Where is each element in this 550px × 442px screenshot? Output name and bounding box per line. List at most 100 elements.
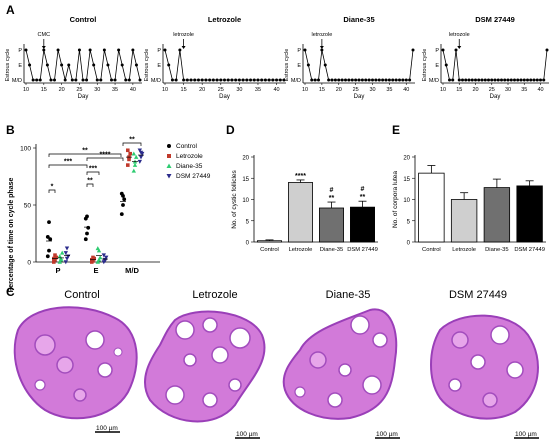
annotation-arrowhead <box>457 46 462 49</box>
data-point <box>374 78 378 82</box>
significance-bracket <box>48 189 56 193</box>
data-point <box>31 78 35 82</box>
significance-label: ** <box>87 178 93 185</box>
data-point <box>477 78 481 82</box>
data-point <box>83 237 88 242</box>
y-tick-label: M/D <box>151 78 161 84</box>
annotation-label: CMC <box>38 32 51 38</box>
y-tick-label: E <box>18 63 22 69</box>
data-point <box>526 78 529 82</box>
data-point <box>404 78 408 82</box>
y-axis-label: Percentage of time on cycle phase <box>8 178 15 293</box>
data-point <box>38 78 42 82</box>
x-tick-label: 35 <box>386 87 392 93</box>
significance-label: *** <box>89 166 97 173</box>
legend-marker <box>166 174 172 179</box>
data-point <box>461 78 464 82</box>
data-point <box>96 248 102 253</box>
data-point <box>47 248 51 253</box>
significance-label: *** <box>64 159 72 166</box>
data-point <box>317 78 320 82</box>
data-point <box>522 78 526 82</box>
significance-label: * <box>51 184 54 191</box>
series-line <box>442 49 548 81</box>
panel-letter-c: C <box>6 285 15 299</box>
significance-bracket <box>86 183 94 187</box>
data-point <box>260 78 264 82</box>
x-tick-label: Diane-35 <box>485 247 509 253</box>
y-axis-label: No. of cystic follicles <box>231 169 238 228</box>
significance-label: ** <box>360 194 366 201</box>
x-tick-label: 40 <box>537 87 543 93</box>
data-point <box>49 78 53 82</box>
x-tick-label: DSM 27449 <box>347 247 378 253</box>
x-axis-label: Day <box>219 94 230 100</box>
data-point <box>464 78 468 82</box>
x-tick-label: E <box>93 266 98 275</box>
x-tick-label: 25 <box>76 87 82 93</box>
significance-bracket <box>48 164 88 168</box>
data-point <box>252 78 256 82</box>
data-point <box>337 78 341 82</box>
significance-label: ** <box>329 195 335 202</box>
bar <box>450 199 478 243</box>
bar <box>257 240 282 243</box>
chart-title: DSM 27449 <box>475 15 515 24</box>
panel-letter-a: A <box>6 3 15 17</box>
chart-a1-control: Control P E M/D10 15 20 25 30 35 40 Day Estrous cyc… <box>5 15 142 100</box>
data-point <box>513 78 516 82</box>
x-tick-label: 35 <box>521 87 527 93</box>
data-point <box>398 78 401 82</box>
data-point <box>535 78 539 82</box>
data-point <box>117 48 121 52</box>
x-tick-label: M/D <box>125 266 139 275</box>
y-tick-label: 20 <box>242 156 249 162</box>
data-point <box>85 231 89 236</box>
data-point <box>185 78 189 82</box>
data-point <box>226 78 230 82</box>
x-tick-label: 10 <box>23 87 29 93</box>
data-point <box>24 48 28 52</box>
data-point <box>74 78 78 82</box>
data-point <box>457 78 461 82</box>
data-point <box>219 78 223 82</box>
data-point <box>275 78 279 82</box>
scale-bar-label: 100 µm <box>376 431 398 438</box>
y-axis-label: Estrous cycle <box>5 49 11 82</box>
data-point <box>134 63 138 67</box>
scale-bar-label: 100 µm <box>236 431 258 438</box>
data-point <box>364 78 368 82</box>
data-point <box>60 63 64 67</box>
data-point <box>454 48 458 52</box>
data-point <box>196 78 200 82</box>
data-point <box>131 168 136 173</box>
data-point <box>104 255 109 260</box>
data-point <box>70 78 74 82</box>
data-point <box>234 78 238 82</box>
data-point <box>545 48 549 52</box>
data-point <box>101 253 106 258</box>
x-tick-label: 15 <box>41 87 47 93</box>
x-axis-label: Day <box>78 94 89 100</box>
data-point <box>128 151 132 156</box>
data-point <box>138 155 144 160</box>
data-point <box>340 78 344 82</box>
x-tick-label: 40 <box>274 87 280 93</box>
data-point <box>45 235 50 239</box>
data-point <box>85 214 89 219</box>
x-tick-label: 30 <box>236 87 242 93</box>
y-tick-label: E <box>297 63 301 69</box>
y-tick-label: E <box>435 63 439 69</box>
y-tick-label: 0 <box>27 260 31 267</box>
data-point <box>88 48 92 52</box>
data-point <box>95 246 100 251</box>
data-point <box>189 78 193 82</box>
data-point <box>215 78 219 82</box>
data-point <box>487 78 490 82</box>
data-point <box>391 78 395 82</box>
chart-title: Control <box>70 15 97 24</box>
data-point <box>313 78 317 82</box>
data-point <box>519 78 523 82</box>
annotation-label: letrozole <box>449 32 470 38</box>
data-point <box>509 78 513 82</box>
